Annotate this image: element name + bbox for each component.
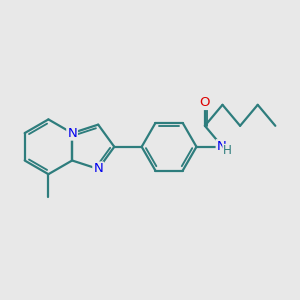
Text: N: N (67, 127, 77, 140)
Text: N: N (216, 140, 226, 153)
Text: O: O (200, 96, 210, 109)
Text: H: H (223, 144, 232, 158)
Text: N: N (93, 163, 103, 176)
